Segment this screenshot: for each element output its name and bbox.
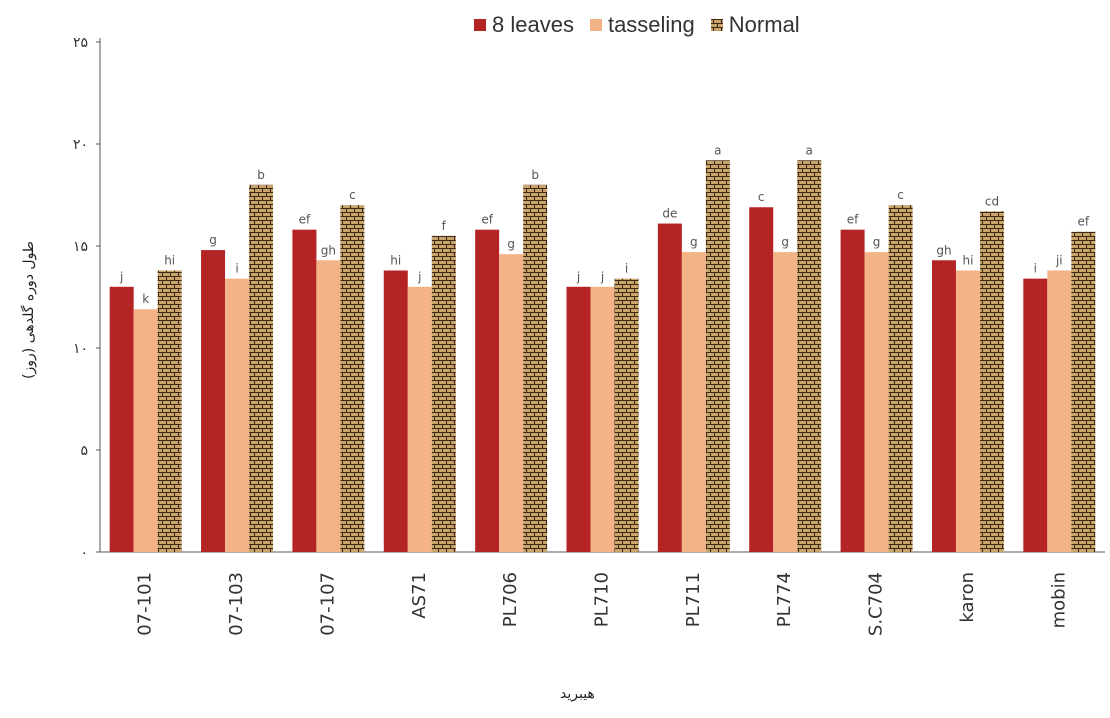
bar-normal: [979, 211, 1004, 552]
y-tick-label: ۰: [80, 545, 88, 561]
bar-normal: [523, 184, 548, 553]
bar-normal: [431, 235, 456, 553]
significance-letter: j: [576, 270, 580, 284]
significance-letter: ef: [847, 213, 859, 227]
y-axis-title-wrap: طول دوره گلدهی (روز): [4, 170, 54, 450]
significance-letter: ef: [299, 213, 311, 227]
bar-normal: [614, 278, 639, 552]
significance-letter: a: [714, 143, 721, 157]
bar-8-leaves: [201, 250, 226, 552]
significance-letter: i: [235, 262, 238, 276]
y-tick-label: ۵: [80, 443, 88, 459]
bar-tasseling: [225, 278, 250, 552]
significance-letter: c: [349, 188, 356, 202]
bar-tasseling: [499, 254, 524, 552]
significance-letter: g: [690, 235, 698, 249]
bar-8-leaves: [383, 270, 408, 552]
legend-swatch-normal: [710, 19, 723, 31]
bar-tasseling: [681, 252, 706, 552]
y-tick-label: ۱۰: [73, 341, 88, 357]
bar-tasseling: [1047, 270, 1072, 552]
significance-letter: j: [417, 270, 421, 284]
bar-normal: [1071, 231, 1096, 552]
bar-8-leaves: [931, 260, 956, 552]
x-tick-label: 07-103: [226, 572, 247, 636]
legend-label-tasseling: tasseling: [607, 12, 695, 37]
significance-letter: b: [531, 168, 539, 182]
significance-letter: g: [209, 233, 217, 247]
legend-label-8-leaves: 8 leaves: [492, 12, 574, 37]
x-tick-label: PL774: [774, 572, 795, 627]
chart-legend: 8 leaves tasseling Normal: [474, 12, 816, 38]
bar-8-leaves: [749, 207, 774, 553]
bar-tasseling: [407, 286, 432, 552]
bar-tasseling: [773, 252, 798, 552]
significance-letter: hi: [390, 253, 401, 267]
x-tick-label: 07-107: [317, 572, 338, 636]
x-tick-label: PL706: [500, 572, 521, 627]
significance-letter: f: [442, 219, 447, 233]
x-tick-label: mobin: [1048, 572, 1069, 628]
bar-normal: [249, 184, 274, 553]
significance-letter: hi: [164, 253, 175, 267]
legend-swatch-tasseling: [589, 19, 602, 31]
significance-letter: j: [600, 270, 604, 284]
significance-letter: cd: [985, 194, 999, 208]
significance-letter: gh: [936, 243, 951, 257]
x-tick-label: 07-101: [135, 572, 156, 636]
bar-normal: [157, 270, 182, 552]
significance-letter: i: [625, 262, 628, 276]
significance-letter: g: [781, 235, 789, 249]
bar-8-leaves: [566, 286, 591, 552]
bar-tasseling: [590, 286, 615, 552]
significance-letter: b: [257, 168, 265, 182]
significance-letter: g: [873, 235, 881, 249]
bar-tasseling: [133, 309, 158, 552]
significance-letter: ji: [1055, 253, 1063, 267]
y-tick-label: ۱۵: [73, 239, 88, 255]
legend-item-tasseling: tasseling: [589, 12, 695, 38]
bar-normal: [888, 205, 913, 552]
bar-8-leaves: [475, 229, 500, 552]
bar-8-leaves: [657, 223, 682, 552]
bar-normal: [797, 160, 822, 552]
y-axis-title: طول دوره گلدهی (روز): [21, 241, 37, 379]
significance-letter: a: [806, 143, 813, 157]
bar-8-leaves: [292, 229, 317, 552]
bar-8-leaves: [840, 229, 865, 552]
significance-letter: c: [897, 188, 904, 202]
significance-letter: ef: [481, 213, 493, 227]
bar-normal: [340, 205, 365, 552]
significance-letter: hi: [962, 253, 973, 267]
bar-8-leaves: [1023, 278, 1048, 552]
x-tick-label: karon: [957, 572, 978, 623]
bar-normal: [705, 160, 730, 552]
x-tick-label: S.C704: [866, 572, 887, 636]
x-tick-label: PL710: [592, 572, 613, 627]
significance-letter: c: [758, 190, 765, 204]
legend-label-normal: Normal: [728, 12, 800, 37]
legend-item-8-leaves: 8 leaves: [474, 12, 574, 38]
bar-8-leaves: [109, 286, 134, 552]
significance-letter: gh: [321, 243, 336, 257]
y-tick-label: ۲۵: [73, 35, 88, 51]
bar-tasseling: [316, 260, 341, 552]
legend-swatch-8-leaves: [474, 19, 486, 31]
significance-letter: de: [662, 207, 677, 221]
bar-tasseling: [955, 270, 980, 552]
legend-item-normal: Normal: [710, 12, 800, 38]
x-axis-title: هیبرید: [560, 686, 595, 702]
y-tick-label: ۲۰: [73, 137, 88, 153]
bar-tasseling: [864, 252, 889, 552]
significance-letter: i: [1034, 262, 1037, 276]
significance-letter: k: [142, 292, 149, 306]
significance-letter: ef: [1078, 215, 1090, 229]
significance-letter: g: [507, 237, 515, 251]
x-tick-label: AS71: [409, 572, 430, 619]
significance-letter: j: [119, 270, 123, 284]
x-tick-label: PL711: [683, 572, 704, 627]
